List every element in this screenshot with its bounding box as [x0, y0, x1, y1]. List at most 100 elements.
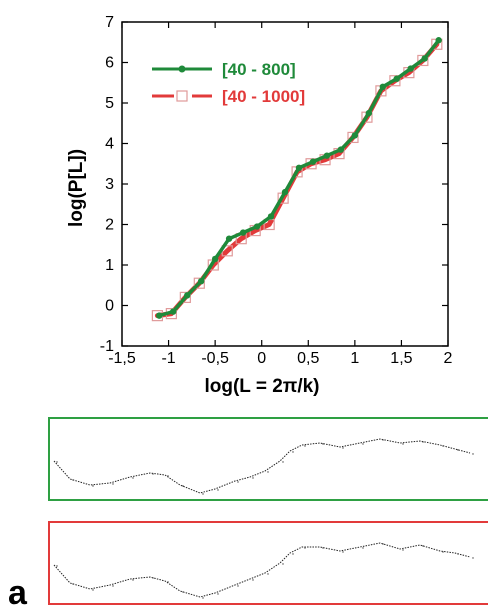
data-point-square [193, 277, 205, 289]
trace-dot [56, 461, 58, 463]
data-point-circle [239, 229, 247, 236]
data-point-circle [281, 188, 289, 196]
x-tick-label: 0 [257, 350, 266, 367]
data-point-circle [365, 109, 373, 117]
trace-dot [217, 489, 219, 491]
trace-dot [152, 577, 154, 579]
y-tick-label: -1 [100, 338, 114, 355]
trace-dot [267, 471, 269, 473]
trace-dot [322, 443, 324, 445]
trace-dot [217, 593, 219, 595]
y-tick-label: 4 [105, 136, 114, 153]
data-point-circle [323, 152, 331, 159]
trace-dot [237, 585, 239, 587]
trace-dot [132, 477, 134, 479]
x-tick-label: -1,5 [108, 350, 136, 367]
x-tick-label: -0,5 [201, 350, 229, 367]
x-tick-label: 0,5 [297, 350, 319, 367]
trace-dot [292, 451, 294, 453]
x-tick-label: 2 [444, 350, 453, 367]
data-point-circle [156, 312, 163, 319]
trace-dot [237, 481, 239, 483]
y-tick-label: 2 [105, 217, 114, 234]
trace-dot [304, 445, 306, 447]
trace-line [53, 542, 471, 598]
y-tick-label: 3 [105, 176, 114, 193]
trace-dot [112, 483, 114, 485]
trace-dot [167, 475, 169, 477]
trace-dot [92, 589, 94, 591]
trace-dot [202, 493, 204, 495]
trace-dot [382, 439, 384, 441]
legend-marker-40-1000 [176, 90, 188, 102]
data-point-circle [393, 75, 400, 82]
trace-sketch [53, 542, 474, 599]
data-point-square [179, 291, 191, 303]
trace-dot [252, 477, 254, 479]
trace-sketch [53, 438, 474, 495]
y-tick-label: 1 [105, 257, 114, 274]
trace-dot [422, 441, 424, 443]
data-point-circle [225, 235, 233, 242]
y-axis-label: log(P[L]) [66, 149, 87, 227]
legend-marker-40-800 [178, 65, 186, 73]
trace-dot [72, 583, 74, 585]
x-tick-label: -1 [161, 350, 175, 367]
legend-label-40-1000: [40 - 1000] [222, 87, 305, 106]
trace-dot [342, 447, 344, 449]
trace-dot [442, 445, 444, 447]
trace-dot [362, 547, 364, 549]
trace-dot [167, 581, 169, 583]
trace-dot [292, 553, 294, 555]
data-point-circle [197, 278, 205, 285]
x-tick-label: 1 [350, 350, 359, 367]
data-point-circle [421, 55, 428, 62]
legend: [40 - 800] [40 - 1000] [152, 60, 305, 106]
trace-dot [252, 579, 254, 581]
data-point-circle [253, 223, 261, 230]
trace-dot [132, 579, 134, 581]
y-tick-label: 0 [105, 298, 114, 315]
trace-dot [92, 485, 94, 487]
data-point-circle [295, 164, 303, 171]
data-point-circle [211, 255, 219, 263]
trace-dot [72, 479, 74, 481]
x-tick-label: 1,5 [390, 350, 412, 367]
data-point-circle [267, 213, 275, 220]
data-point-square [347, 131, 359, 144]
trace-dot [422, 545, 424, 547]
data-point-circle [309, 158, 317, 165]
x-axis-label: log(L = 2π/k) [204, 376, 319, 397]
trace-dot [56, 565, 58, 567]
trace-dot [267, 573, 269, 575]
trace-dot [362, 443, 364, 445]
trace-dot [112, 585, 114, 587]
data-point-circle [337, 146, 345, 153]
panel-label: a [8, 574, 27, 612]
y-tick-label: 5 [105, 95, 114, 112]
data-point-circle [351, 132, 359, 139]
trace-dot [152, 473, 154, 475]
legend-label-40-800: [40 - 800] [222, 60, 296, 79]
y-tick-label: 6 [105, 55, 114, 72]
data-point-square [417, 54, 429, 67]
trace-panel-green [48, 417, 488, 501]
series-layer [151, 37, 443, 322]
trace-dot [182, 591, 184, 593]
trace-dot [402, 549, 404, 551]
trace-panel-red [48, 521, 488, 605]
trace-dot [457, 553, 459, 555]
data-point-circle [184, 292, 191, 299]
trace-dot [322, 547, 324, 549]
trace-dot [282, 563, 284, 565]
trace-dot [304, 547, 306, 549]
data-point-circle [170, 308, 177, 315]
trace-dot [382, 543, 384, 545]
data-point-circle [379, 83, 386, 91]
trace-dot [402, 443, 404, 445]
trace-dot [342, 551, 344, 553]
trace-dot [282, 461, 284, 463]
series-line-40-1000 [154, 41, 440, 319]
